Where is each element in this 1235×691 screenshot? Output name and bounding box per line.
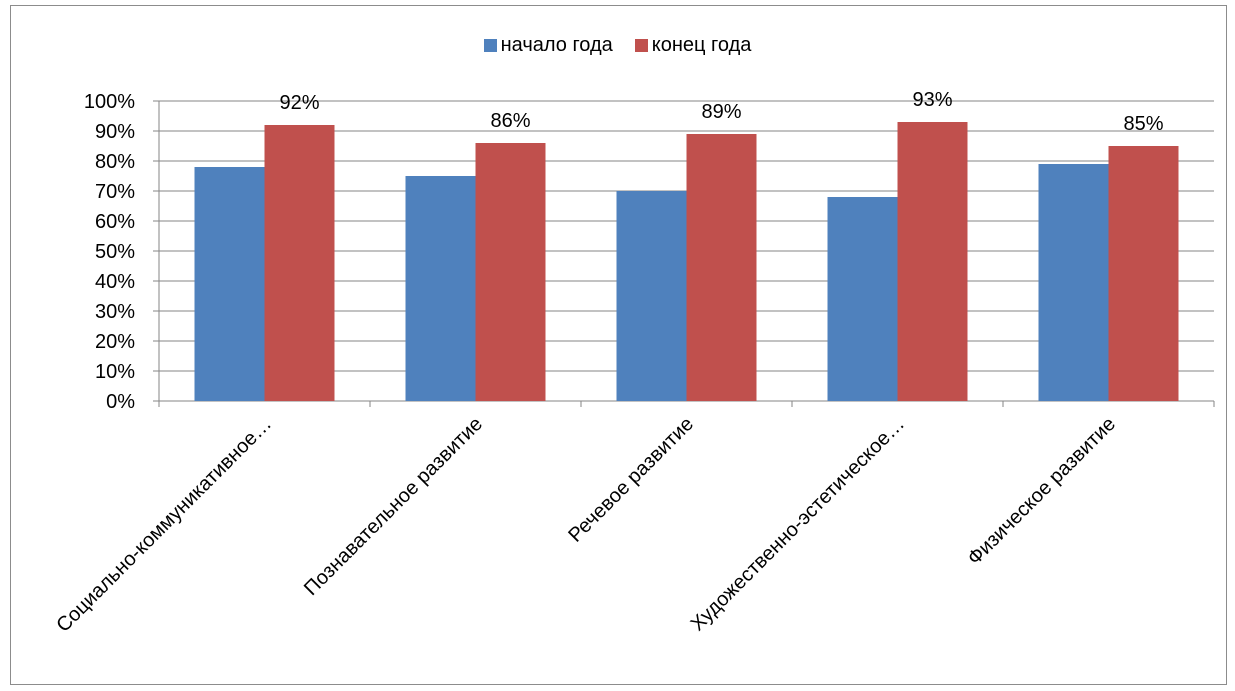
y-tick-label: 10% (95, 361, 135, 383)
y-tick-label: 60% (95, 211, 135, 233)
bar-start (616, 191, 687, 401)
legend-label-start: начало года (500, 34, 613, 56)
y-tick-label: 20% (95, 331, 135, 353)
legend-item-start: начало года (483, 34, 613, 57)
y-tick-label: 30% (95, 301, 135, 323)
data-label: 93% (912, 89, 952, 111)
data-label: 85% (1123, 113, 1163, 135)
bar-end (897, 122, 968, 401)
legend-swatch-end (634, 39, 648, 52)
y-tick-label: 50% (95, 241, 135, 263)
y-tick-label: 70% (95, 181, 135, 203)
category-label: Речевое развитие (564, 413, 698, 547)
bar-end (475, 143, 546, 401)
data-label: 92% (279, 92, 319, 114)
data-label: 86% (490, 110, 530, 132)
bar-start (405, 176, 476, 401)
data-label: 89% (701, 101, 741, 123)
y-tick-label: 100% (84, 91, 135, 113)
bar-end (1108, 146, 1179, 401)
legend-swatch-start (483, 39, 497, 52)
y-tick-label: 90% (95, 121, 135, 143)
y-tick-label: 80% (95, 151, 135, 173)
legend-item-end: конец года (634, 34, 752, 57)
bar-start (1038, 164, 1109, 401)
legend: начало года конец года (0, 34, 1235, 57)
bar-end (686, 134, 757, 401)
legend-label-end: конец года (651, 34, 752, 56)
bar-start (827, 197, 898, 401)
bar-start (194, 167, 265, 401)
category-label: Физическое развитие (963, 413, 1120, 570)
category-label: Познавательное развитие (300, 413, 487, 600)
category-label: Социально-коммуникативное… (52, 413, 276, 637)
category-label: Художественно-эстетическое… (687, 413, 909, 635)
y-tick-label: 0% (106, 391, 135, 413)
y-tick-label: 40% (95, 271, 135, 293)
bar-end (264, 125, 335, 401)
